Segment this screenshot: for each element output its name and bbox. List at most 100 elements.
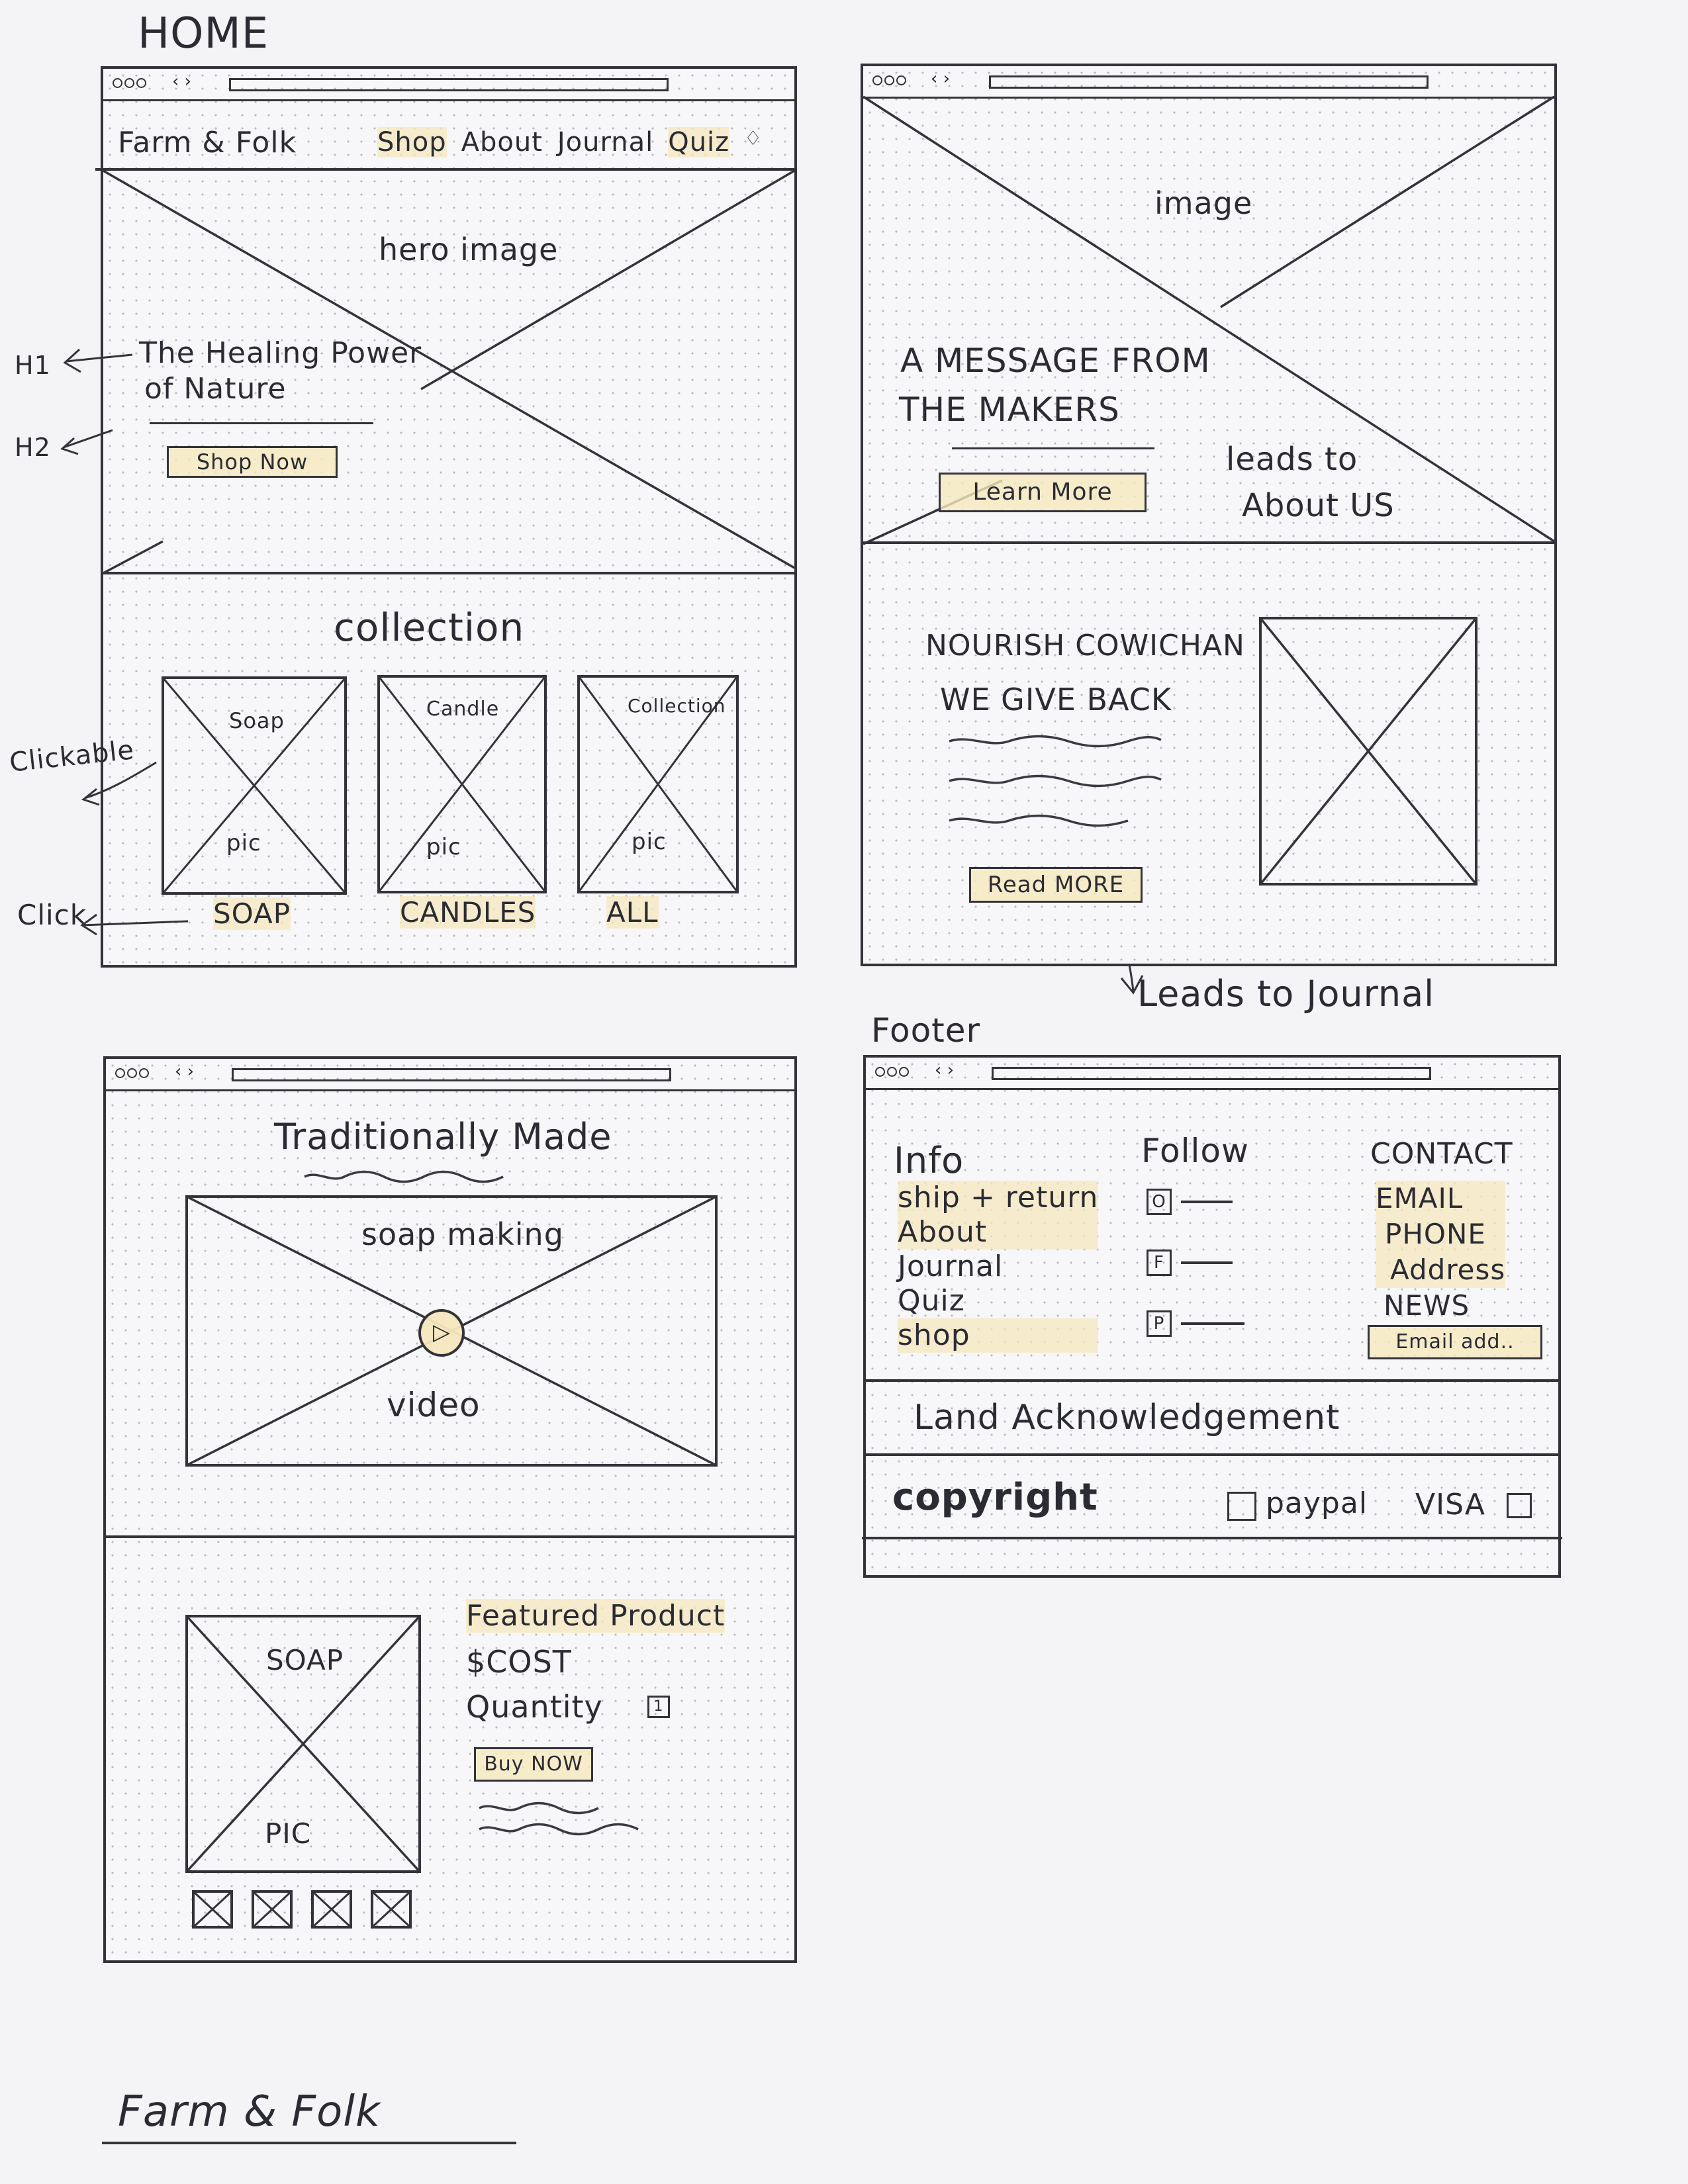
wireframe-home: ‹ › Farm & Folk Shop About Journal Quiz … — [95, 66, 797, 968]
window-dot — [127, 1068, 137, 1078]
footer-heading: Footer — [871, 1011, 981, 1050]
video-top-label: soap making — [361, 1216, 564, 1252]
cart-icon[interactable]: ♢ — [744, 127, 763, 150]
card-image-placeholder — [377, 675, 547, 893]
url-bar[interactable] — [992, 1067, 1431, 1080]
thumbnail-4[interactable] — [371, 1890, 412, 1929]
collection-card-soap[interactable]: Soap pic — [162, 676, 347, 895]
info-title: Info — [894, 1140, 964, 1181]
info-links: ship + return About Journal Quiz shop — [898, 1181, 1099, 1353]
footer-link-about[interactable]: About — [898, 1215, 1099, 1250]
logo[interactable]: Farm & Folk — [118, 126, 297, 159]
title-underline-squiggle — [304, 1170, 504, 1183]
footer-link-quiz[interactable]: Quiz — [898, 1284, 965, 1318]
nav-arrows-icon[interactable]: ‹ › — [175, 1062, 195, 1081]
heading-underline — [952, 447, 1154, 449]
card-caption-soap[interactable]: SOAP — [213, 897, 291, 930]
quantity-label: Quantity — [466, 1689, 603, 1725]
card-top-label: Candle — [426, 698, 500, 721]
section-title: Traditionally Made — [274, 1116, 612, 1158]
nav-arrows-icon[interactable]: ‹ › — [931, 69, 951, 89]
collection-title: collection — [334, 605, 525, 650]
image-label: image — [1154, 185, 1253, 221]
facebook-icon[interactable]: F — [1147, 1250, 1172, 1276]
newsletter-email-input[interactable]: Email add.. — [1368, 1325, 1542, 1359]
browser-bar: ‹ › — [106, 1059, 794, 1091]
nav-arrows-icon[interactable]: ‹ › — [935, 1060, 955, 1080]
nourish-heading-line1: NOURISH COWICHAN — [925, 629, 1245, 662]
follow-title: Follow — [1141, 1132, 1249, 1170]
footer-link-shop[interactable]: shop — [898, 1318, 1099, 1353]
nourish-heading-line2: WE GIVE BACK — [940, 682, 1172, 717]
contact-title: CONTACT — [1370, 1137, 1513, 1171]
browser-bar: ‹ › — [103, 69, 794, 101]
nav-quiz[interactable]: Quiz — [668, 127, 730, 158]
hero-image — [103, 169, 795, 574]
social-handle-placeholder — [1181, 1322, 1244, 1325]
nav-journal[interactable]: Journal — [557, 127, 654, 158]
payment-icon — [1507, 1493, 1532, 1518]
product-image — [185, 1615, 421, 1873]
social-row[interactable]: F — [1147, 1248, 1244, 1277]
section-divider — [103, 1535, 797, 1538]
product-image-bottom-label: PIC — [265, 1817, 312, 1850]
window-dot — [887, 1067, 897, 1077]
nav-about[interactable]: About — [461, 127, 543, 158]
quantity-input[interactable]: 1 — [647, 1696, 670, 1718]
product-cost: $COST — [466, 1644, 572, 1680]
annotation-leads-about-line1: leads to — [1226, 441, 1358, 478]
shop-now-button[interactable]: Shop Now — [167, 446, 338, 478]
window-dot — [113, 78, 122, 88]
annotation-click: Click — [17, 899, 87, 931]
nav-shop[interactable]: Shop — [377, 127, 447, 158]
product-image-top-label: SOAP — [266, 1644, 344, 1676]
signature-underline — [102, 2142, 516, 2144]
product-description-placeholder — [479, 1801, 639, 1836]
url-bar[interactable] — [989, 75, 1429, 89]
window-dot — [139, 1068, 149, 1078]
thumbnail-2[interactable] — [252, 1890, 293, 1929]
instagram-icon[interactable]: O — [1147, 1189, 1172, 1215]
learn-more-button[interactable]: Learn More — [939, 473, 1147, 512]
browser-bar: ‹ › — [866, 1058, 1558, 1090]
annotation-h2: H2 — [15, 433, 51, 462]
wireframe-footer: ‹ › Info ship + return About Journal Qui… — [862, 1055, 1562, 1578]
hero-h1-line2: of Nature — [144, 372, 287, 406]
url-bar[interactable] — [232, 1068, 671, 1081]
nav-arrows-icon[interactable]: ‹ › — [172, 71, 192, 91]
card-image-placeholder — [577, 675, 739, 893]
footer-bottom-line — [862, 1537, 1562, 1539]
paypal-label: paypal — [1266, 1486, 1368, 1520]
buy-now-button[interactable]: Buy NOW — [474, 1747, 593, 1782]
footer-link-ship-return[interactable]: ship + return — [898, 1181, 1099, 1215]
video-bottom-label: video — [387, 1386, 481, 1424]
card-bottom-label: pic — [632, 829, 667, 855]
social-row[interactable]: O — [1147, 1187, 1244, 1216]
url-bar[interactable] — [229, 78, 669, 91]
page-title: HOME — [138, 9, 269, 58]
collection-card-all[interactable]: Collection pic — [577, 675, 739, 893]
play-icon[interactable]: ▷ — [418, 1309, 465, 1357]
window-dot — [899, 1067, 909, 1077]
contact-address[interactable]: Address — [1376, 1252, 1506, 1288]
annotation-leads-journal: Leads to Journal — [1137, 973, 1435, 1015]
body-text-placeholder — [949, 735, 1162, 827]
social-row[interactable]: P — [1147, 1309, 1244, 1338]
thumbnail-3[interactable] — [311, 1890, 352, 1929]
visa-label: VISA — [1415, 1488, 1485, 1522]
window-dot — [136, 78, 146, 88]
hero-h2-placeholder — [150, 422, 373, 424]
contact-email[interactable]: EMAIL — [1376, 1181, 1506, 1216]
read-more-button[interactable]: Read MORE — [969, 867, 1143, 903]
card-top-label: Collection — [628, 695, 726, 717]
card-bottom-label: pic — [226, 830, 261, 856]
card-caption-candles[interactable]: CANDLES — [400, 896, 536, 929]
copyright: copyright — [892, 1476, 1098, 1519]
pinterest-icon[interactable]: P — [1147, 1310, 1172, 1337]
footer-link-journal[interactable]: Journal — [898, 1250, 1004, 1283]
thumbnail-1[interactable] — [192, 1890, 233, 1929]
collection-card-candle[interactable]: Candle pic — [377, 675, 547, 893]
annotation-leads-about-line2: About US — [1242, 487, 1395, 524]
card-caption-all[interactable]: ALL — [606, 896, 659, 929]
contact-phone[interactable]: PHONE — [1376, 1216, 1506, 1252]
